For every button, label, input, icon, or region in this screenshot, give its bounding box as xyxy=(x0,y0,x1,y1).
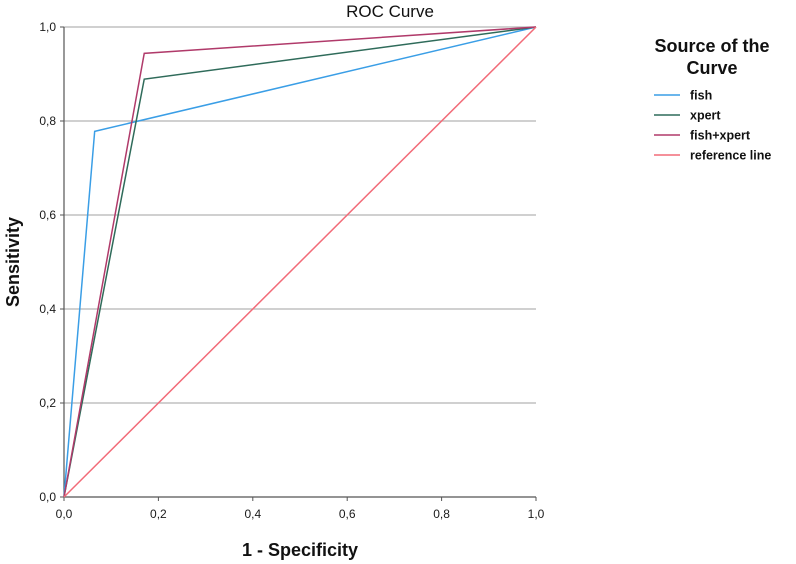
x-tick-label-5: 1,0 xyxy=(528,507,545,521)
x-tick-label-2: 0,4 xyxy=(244,507,261,521)
series-layer xyxy=(63,26,537,498)
y-tick-label-0: 0,0 xyxy=(39,490,56,504)
axis-layer: 0,0 0,2 0,4 0,6 0,8 1,0 0,0 0,2 0,4 0,6 0,8 1,0 xyxy=(39,20,544,521)
legend-label-xpert: xpert xyxy=(690,109,721,123)
series-line-xpert xyxy=(63,26,537,498)
grid-layer xyxy=(64,26,536,404)
y-axis-label: Sensitivity xyxy=(3,217,23,307)
x-tick-label-4: 0,8 xyxy=(433,507,450,521)
y-tick-label-5: 1,0 xyxy=(39,20,56,34)
x-tick-label-1: 0,2 xyxy=(150,507,167,521)
series-line-fish xyxy=(63,26,537,498)
legend-label-reference-line: reference line xyxy=(690,149,771,163)
y-tick-label-1: 0,2 xyxy=(39,396,56,410)
x-axis-label: 1 - Specificity xyxy=(242,540,358,560)
series-line-reference-line xyxy=(63,26,537,498)
series-line-fish-xpert xyxy=(63,26,537,498)
y-tick-label-3: 0,6 xyxy=(39,208,56,222)
legend-label-fish: fish xyxy=(690,89,712,103)
legend-label-fish-xpert: fish+xpert xyxy=(690,129,751,143)
y-tick-label-4: 0,8 xyxy=(39,114,56,128)
y-tick-label-2: 0,4 xyxy=(39,302,56,316)
legend-title-line-0: Source of the xyxy=(654,36,769,56)
chart-title: ROC Curve xyxy=(346,2,434,21)
x-tick-label-0: 0,0 xyxy=(56,507,73,521)
x-tick-label-3: 0,6 xyxy=(339,507,356,521)
legend-title-line-1: Curve xyxy=(686,58,737,78)
